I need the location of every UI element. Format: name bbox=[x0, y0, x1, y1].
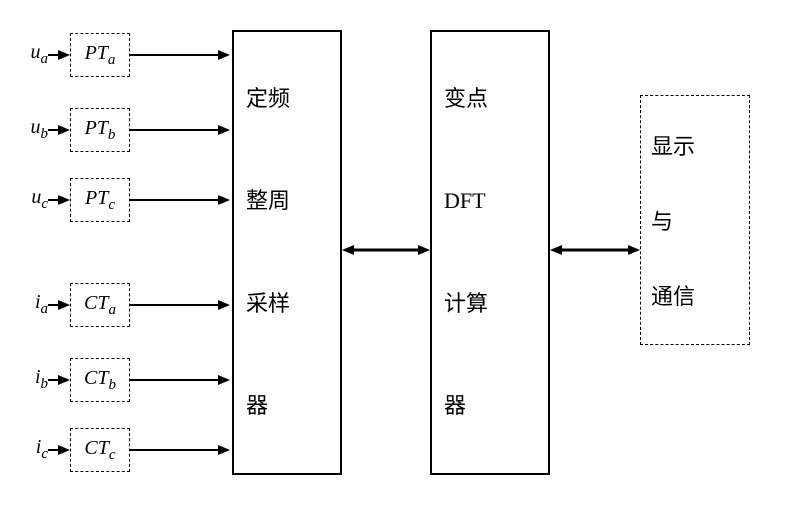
dft-box-line-1: DFT bbox=[444, 190, 486, 212]
dft-box: 变点 DFT 计算器 bbox=[430, 30, 550, 475]
display-comm-box-line-2: 通信 bbox=[651, 279, 695, 311]
dft-box-line-0: 变点 bbox=[444, 88, 488, 110]
input-label-ua: ua bbox=[8, 41, 48, 68]
sensor-ct-a: CTa bbox=[70, 283, 130, 327]
display-comm-box: 显示与通信 bbox=[640, 95, 750, 345]
sampler-box-line-3: 器 bbox=[246, 395, 268, 417]
dft-box-line-2: 计算 bbox=[444, 293, 488, 315]
sensor-pt-a: PTa bbox=[70, 33, 130, 77]
sensor-pt-b: PTb bbox=[70, 108, 130, 152]
input-label-uc: uc bbox=[8, 186, 48, 213]
sampler-box: 定频整周采样器 bbox=[232, 30, 342, 475]
sensor-pt-c: PTc bbox=[70, 178, 130, 222]
dft-box-line-3: 器 bbox=[444, 395, 466, 417]
display-comm-box-line-0: 显示 bbox=[651, 129, 695, 161]
input-label-ic: ic bbox=[8, 436, 48, 463]
sensor-ct-b: CTb bbox=[70, 358, 130, 402]
input-label-ub: ub bbox=[8, 116, 48, 143]
input-label-ia: ia bbox=[8, 291, 48, 318]
sampler-box-line-0: 定频 bbox=[246, 88, 290, 110]
sensor-ct-c: CTc bbox=[70, 428, 130, 472]
sampler-box-line-1: 整周 bbox=[246, 190, 290, 212]
input-label-ib: ib bbox=[8, 366, 48, 393]
display-comm-box-line-1: 与 bbox=[651, 204, 673, 236]
sampler-box-line-2: 采样 bbox=[246, 293, 290, 315]
